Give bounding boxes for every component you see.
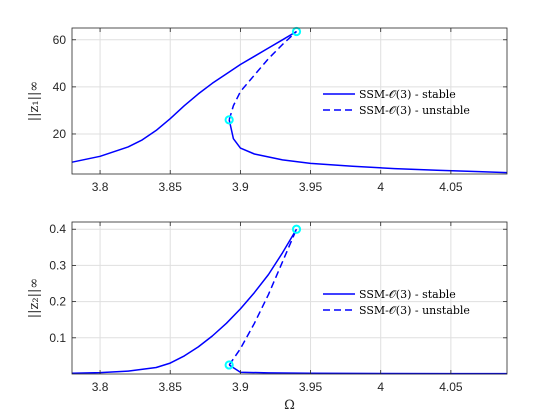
- series-line-solid: [71, 228, 298, 375]
- y-axis-label: ||z₂||∞: [27, 278, 42, 318]
- bifurcation-marker: [224, 360, 234, 370]
- bifurcation-marker: [291, 224, 302, 234]
- series-line-dashed: [228, 228, 298, 366]
- x-tick-label: 3.95: [299, 180, 323, 194]
- y-tick-label: 20: [53, 127, 67, 141]
- series-line-solid: [228, 119, 508, 174]
- y-tick-label: 0.2: [49, 295, 66, 309]
- y-tick-label: 0.4: [49, 222, 66, 236]
- x-tick-label: 4.05: [439, 380, 463, 394]
- x-tick-label: 3.85: [159, 180, 183, 194]
- y-tick-label: 0.3: [49, 258, 66, 272]
- upper-plot: 3.8 3.85 3.9 3.95 4 4.05 20 40 60 ||z₁||∞ SSM-𝒪(3)…: [27, 26, 508, 194]
- series-line-dashed: [228, 30, 298, 121]
- legend-label-solid: SSM-𝒪(3) - stable: [359, 288, 456, 301]
- y-tick-label: 40: [53, 80, 67, 94]
- series-line-solid: [228, 364, 507, 375]
- x-tick-label: 4.05: [439, 180, 463, 194]
- x-tick-label: 3.8: [92, 380, 109, 394]
- axes-box: [71, 221, 508, 375]
- x-tick-label: 3.85: [159, 380, 183, 394]
- legend-label-solid: SSM-𝒪(3) - stable: [359, 88, 456, 101]
- axes-box: [71, 27, 508, 175]
- legend: SSM-𝒪(3) - stable SSM-𝒪(3) - unstable: [323, 288, 470, 317]
- lower-plot: 3.8 3.85 3.9 3.95 4 4.05 0.1 0.2 0.3 0.4 ||z₂||∞ Ω S…: [27, 221, 508, 413]
- x-tick-label: 3.8: [92, 180, 109, 194]
- x-tick-label: 3.9: [232, 380, 249, 394]
- x-tick-label: 4: [377, 380, 384, 394]
- x-tick-label: 4: [377, 180, 384, 194]
- bifurcation-marker: [224, 115, 234, 125]
- x-tick-label: 3.9: [232, 180, 249, 194]
- legend: SSM-𝒪(3) - stable SSM-𝒪(3) - unstable: [323, 88, 470, 117]
- y-axis-label: ||z₁||∞: [27, 81, 42, 121]
- x-tick-label: 3.95: [299, 380, 323, 394]
- series-line-solid: [71, 30, 297, 163]
- y-tick-label: 0.1: [49, 331, 66, 345]
- legend-label-dashed: SSM-𝒪(3) - unstable: [359, 304, 470, 317]
- legend-label-dashed: SSM-𝒪(3) - unstable: [359, 104, 470, 117]
- x-axis-label: Ω: [284, 398, 295, 413]
- y-tick-label: 60: [53, 33, 67, 47]
